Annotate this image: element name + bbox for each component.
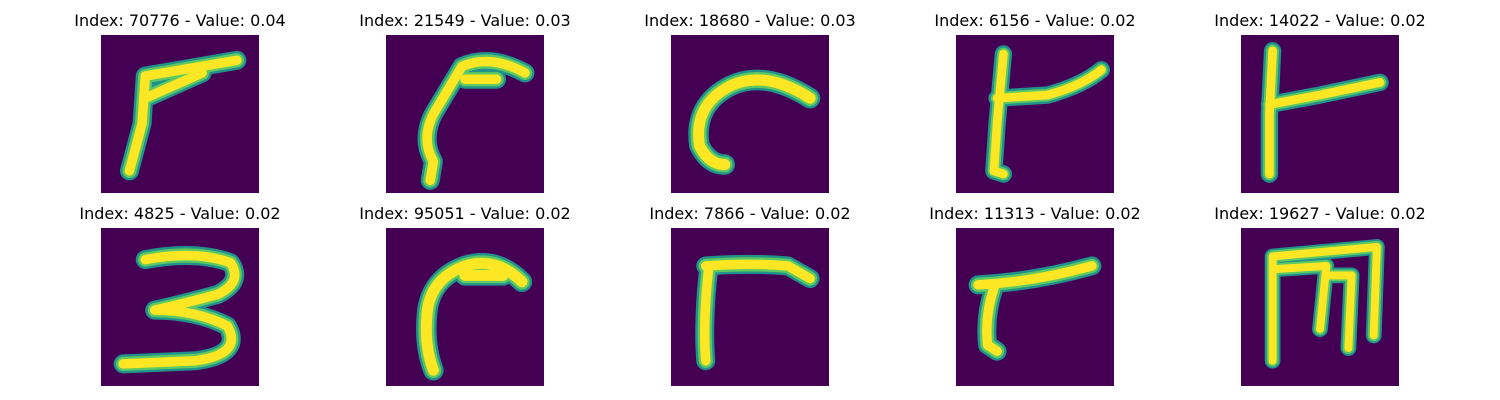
panel-14022: Index: 14022 - Value: 0.02 bbox=[1190, 11, 1450, 193]
panel-title: Index: 7866 - Value: 0.02 bbox=[649, 204, 851, 223]
panel-title: Index: 18680 - Value: 0.03 bbox=[644, 11, 856, 30]
digit-image bbox=[956, 35, 1114, 193]
digit-image bbox=[1241, 35, 1399, 193]
digit-image bbox=[671, 35, 829, 193]
panel-title: Index: 21549 - Value: 0.03 bbox=[359, 11, 571, 30]
panel-title: Index: 6156 - Value: 0.02 bbox=[934, 11, 1136, 30]
panel-6156: Index: 6156 - Value: 0.02 bbox=[905, 11, 1165, 193]
panel-title: Index: 14022 - Value: 0.02 bbox=[1214, 11, 1426, 30]
digit-image bbox=[386, 228, 544, 386]
panel-title: Index: 4825 - Value: 0.02 bbox=[79, 204, 281, 223]
panel-7866: Index: 7866 - Value: 0.02 bbox=[620, 204, 880, 386]
panel-18680: Index: 18680 - Value: 0.03 bbox=[620, 11, 880, 193]
panel-21549: Index: 21549 - Value: 0.03 bbox=[335, 11, 595, 193]
digit-image bbox=[101, 228, 259, 386]
panel-title: Index: 70776 - Value: 0.04 bbox=[74, 11, 286, 30]
panel-70776: Index: 70776 - Value: 0.04 bbox=[50, 11, 310, 193]
digit-image bbox=[671, 228, 829, 386]
panel-title: Index: 95051 - Value: 0.02 bbox=[359, 204, 571, 223]
digit-image bbox=[386, 35, 544, 193]
panel-11313: Index: 11313 - Value: 0.02 bbox=[905, 204, 1165, 386]
panel-19627: Index: 19627 - Value: 0.02 bbox=[1190, 204, 1450, 386]
panel-title: Index: 19627 - Value: 0.02 bbox=[1214, 204, 1426, 223]
digit-image bbox=[1241, 228, 1399, 386]
panel-4825: Index: 4825 - Value: 0.02 bbox=[50, 204, 310, 386]
digit-image bbox=[101, 35, 259, 193]
digit-image bbox=[956, 228, 1114, 386]
panel-title: Index: 11313 - Value: 0.02 bbox=[929, 204, 1141, 223]
panel-95051: Index: 95051 - Value: 0.02 bbox=[335, 204, 595, 386]
